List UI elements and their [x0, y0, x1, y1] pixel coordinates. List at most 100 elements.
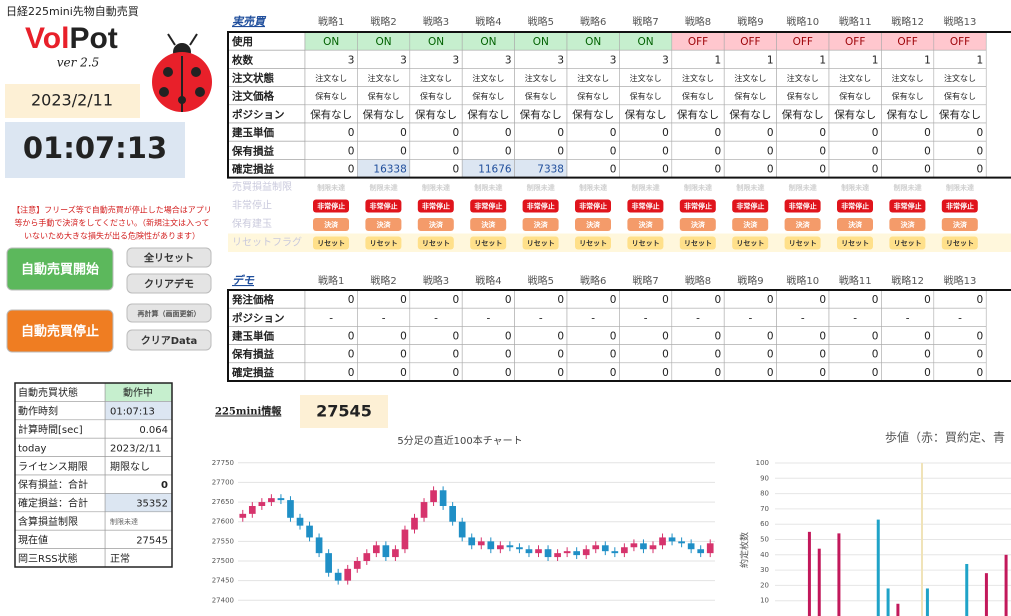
control-button[interactable] — [417, 218, 454, 231]
control-button[interactable] — [889, 236, 926, 250]
reset-all-button-label: 全リセット — [143, 252, 194, 265]
candle-body — [697, 549, 705, 554]
control-button[interactable] — [575, 218, 611, 231]
candle-body — [392, 549, 399, 558]
control-button[interactable] — [627, 236, 664, 250]
control-button[interactable] — [627, 199, 664, 213]
control-button[interactable] — [941, 218, 978, 231]
bar — [807, 531, 811, 616]
cell-text: OFF — [740, 36, 760, 48]
strategy-header: 戦略10 — [786, 274, 819, 287]
control-button[interactable] — [732, 218, 769, 231]
cell-value: 0 — [610, 294, 617, 306]
cell-value: 0 — [767, 331, 774, 343]
stop-button[interactable] — [6, 309, 114, 353]
clear-data-button[interactable] — [126, 329, 212, 351]
control-button[interactable] — [784, 236, 821, 250]
y-tick-label: 27650 — [212, 498, 234, 506]
control-button[interactable] — [679, 199, 716, 213]
cell-value: 0 — [557, 349, 564, 361]
control-button[interactable] — [732, 236, 769, 250]
status-value: 動作中 — [123, 386, 153, 399]
row-label: 発注価格 — [231, 293, 274, 306]
candle-body — [420, 502, 428, 518]
candle-body — [506, 545, 514, 548]
control-button[interactable] — [784, 218, 821, 231]
row-label: 保有損益 — [231, 144, 274, 157]
cell-text: 保有なし — [310, 108, 352, 121]
control-button[interactable] — [575, 236, 611, 250]
cell-value: 0 — [610, 367, 617, 379]
cell-text: - — [906, 312, 910, 324]
control-text: 決済 — [848, 220, 863, 229]
control-button[interactable] — [941, 236, 978, 250]
control-button[interactable] — [575, 199, 611, 213]
control-button[interactable] — [627, 218, 664, 231]
control-text: 制限未達 — [317, 183, 345, 192]
control-button[interactable] — [522, 236, 559, 250]
cell-value: 0 — [453, 367, 460, 379]
control-button[interactable] — [470, 218, 507, 231]
control-button[interactable] — [837, 218, 873, 231]
control-button[interactable] — [313, 199, 349, 213]
control-button[interactable] — [837, 199, 873, 213]
reset-all-button[interactable] — [126, 247, 212, 268]
control-text: 制限未達 — [736, 183, 764, 192]
candle-body — [621, 547, 628, 554]
cell-value: 0 — [348, 145, 355, 157]
control-button[interactable] — [732, 199, 769, 213]
cell-value: 1 — [767, 54, 774, 66]
cell-text: 保有なし — [682, 91, 714, 101]
control-button[interactable] — [313, 236, 349, 250]
control-button[interactable] — [365, 236, 402, 250]
control-button[interactable] — [522, 199, 559, 213]
y-tick-label: 70 — [760, 505, 769, 513]
control-text: 制限未達 — [474, 183, 502, 192]
control-button[interactable] — [679, 218, 716, 231]
status-value: 0 — [161, 480, 168, 491]
cell-value: 0 — [924, 145, 931, 157]
control-button[interactable] — [889, 218, 926, 231]
control-button[interactable] — [470, 199, 507, 213]
control-button[interactable] — [522, 218, 559, 231]
y-tick-label: 27450 — [212, 577, 234, 585]
cell-value: 0 — [557, 367, 564, 379]
cell-text: 注文なし — [787, 73, 819, 83]
cell-value: 0 — [715, 349, 722, 361]
control-label: リセットフラグ — [232, 236, 302, 249]
control-button[interactable] — [941, 199, 978, 213]
control-button[interactable] — [784, 199, 821, 213]
cell-text: - — [696, 312, 700, 324]
cell-value: 16338 — [373, 164, 406, 176]
control-button[interactable] — [417, 199, 454, 213]
y-tick-label: 27600 — [212, 518, 234, 526]
control-button[interactable] — [679, 236, 716, 250]
status-value: 27545 — [136, 535, 168, 546]
start-button[interactable] — [6, 247, 114, 291]
control-button[interactable] — [365, 199, 402, 213]
control-button[interactable] — [365, 218, 402, 231]
candle-body — [268, 498, 275, 503]
cell-text: OFF — [845, 36, 865, 48]
cell-value: 0 — [715, 127, 722, 139]
control-text: 非常停止 — [632, 202, 660, 211]
candle-body — [535, 549, 542, 554]
cell-text: ON — [376, 36, 392, 48]
y-tick-label: 27400 — [212, 596, 234, 604]
control-button[interactable] — [889, 199, 926, 213]
control-button[interactable] — [837, 236, 873, 250]
control-button[interactable] — [417, 236, 454, 250]
clear-demo-button[interactable] — [126, 273, 212, 294]
control-button[interactable] — [470, 236, 507, 250]
cell-value: 0 — [767, 127, 774, 139]
chart-title: 歩値（赤：買約定、青 — [885, 430, 1005, 445]
cell-value: 0 — [662, 349, 669, 361]
control-button[interactable] — [313, 218, 349, 231]
recalc-button[interactable] — [126, 303, 212, 323]
notice-line: 等から手動で決済をしてください。（新規注文は入って — [14, 218, 209, 228]
y-axis-label: 約定枚数 — [739, 532, 751, 568]
logo: VolPot — [25, 22, 118, 55]
status-label: 計算時間[sec] — [18, 423, 83, 436]
cell-text: 注文なし — [368, 73, 400, 83]
clear-data-button-label: クリアData — [141, 335, 198, 347]
